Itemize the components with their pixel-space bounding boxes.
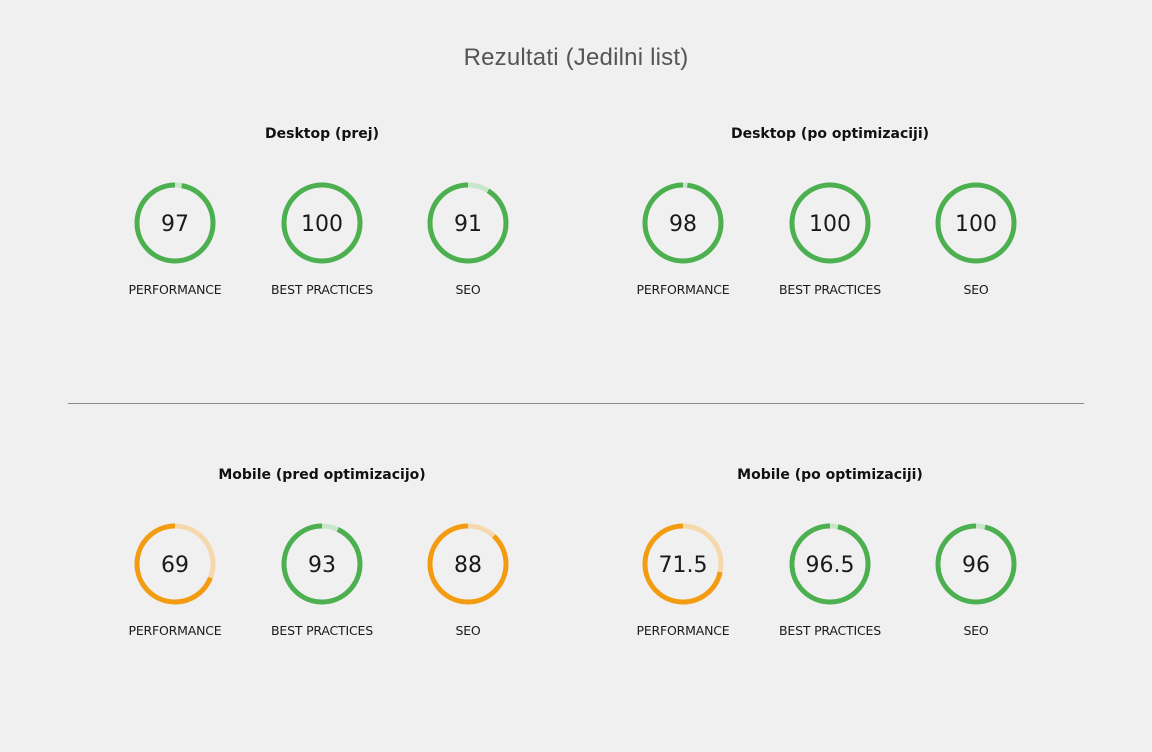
gauge-label: SEO [963,623,989,638]
gauge-ring: 93 [281,523,363,605]
gauge-best-practices: 100 BEST PRACTICES [770,180,890,297]
gauge-arc [281,182,363,264]
group-title: Desktop (prej) [265,126,379,142]
gauge-score: 93 [308,553,336,578]
gauge-arc [789,182,871,264]
gauge-score: 96.5 [806,553,855,578]
gauge-best-practices: 100 BEST PRACTICES [262,180,382,297]
gauge-best-practices: 93 BEST PRACTICES [262,521,382,638]
gauge-score: 91 [454,212,482,237]
gauge-arc [427,523,509,605]
gauge-label: SEO [455,282,481,297]
gauge-performance: 97 PERFORMANCE [115,180,235,297]
group-title: Desktop (po optimizaciji) [730,126,930,142]
gauge-score: 96 [962,553,990,578]
gauge-performance: 69 PERFORMANCE [115,521,235,638]
gauge-seo: 96 SEO [916,521,1036,638]
gauge-arc [281,523,363,605]
gauge-label: BEST PRACTICES [271,623,373,638]
gauge-arc [427,182,509,264]
gauge-performance: 71.5 PERFORMANCE [623,521,743,638]
gauge-ring: 88 [427,523,509,605]
gauge-ring: 98 [642,182,724,264]
page-title: Rezultati (Jedilni list) [463,44,689,71]
gauge-best-practices: 96.5 BEST PRACTICES [770,521,890,638]
gauge-seo: 100 SEO [916,180,1036,297]
gauge-row: 98 PERFORMANCE 100 BEST PRACTICES 100 SE… [610,180,1050,320]
group-mobile-after: Mobile (po optimizaciji) 71.5 PERFORMANC… [610,465,1050,661]
gauge-ring: 96 [935,523,1017,605]
gauge-score: 97 [161,212,189,237]
gauge-label: BEST PRACTICES [779,282,881,297]
group-title: Mobile (pred optimizacijo) [218,467,426,483]
gauge-ring: 100 [789,182,871,264]
gauge-score: 100 [809,212,851,237]
gauge-arc [789,523,871,605]
group-mobile-before: Mobile (pred optimizacijo) 69 PERFORMANC… [102,465,542,661]
gauge-label: BEST PRACTICES [779,623,881,638]
gauge-arc [935,523,1017,605]
gauge-arc [642,523,724,605]
gauge-score: 69 [161,553,189,578]
gauge-row: 69 PERFORMANCE 93 BEST PRACTICES 88 SEO [102,521,542,661]
gauge-arc [134,182,216,264]
group-desktop-after: Desktop (po optimizaciji) 98 PERFORMANCE… [610,124,1050,320]
gauge-row: 71.5 PERFORMANCE 96.5 BEST PRACTICES 96 … [610,521,1050,661]
gauge-ring: 91 [427,182,509,264]
gauge-label: SEO [963,282,989,297]
group-title: Mobile (po optimizaciji) [737,467,923,483]
group-desktop-before: Desktop (prej) 97 PERFORMANCE 100 BEST P… [102,124,542,320]
gauge-ring: 100 [935,182,1017,264]
gauge-label: BEST PRACTICES [271,282,373,297]
gauge-label: SEO [455,623,481,638]
gauge-arc [642,182,724,264]
gauge-label: PERFORMANCE [128,623,222,638]
gauge-performance: 98 PERFORMANCE [623,180,743,297]
gauge-score: 100 [301,212,343,237]
gauge-label: PERFORMANCE [636,282,730,297]
gauge-ring: 100 [281,182,363,264]
gauge-seo: 91 SEO [408,180,528,297]
gauge-arc [935,182,1017,264]
gauge-row: 97 PERFORMANCE 100 BEST PRACTICES 91 SEO [102,180,542,320]
gauge-score: 100 [955,212,997,237]
gauge-ring: 69 [134,523,216,605]
gauge-ring: 71.5 [642,523,724,605]
section-divider [68,403,1084,404]
gauge-arc [134,523,216,605]
gauge-ring: 97 [134,182,216,264]
gauge-ring: 96.5 [789,523,871,605]
gauge-score: 71.5 [659,553,708,578]
gauge-score: 98 [669,212,697,237]
gauge-label: PERFORMANCE [128,282,222,297]
gauge-score: 88 [454,553,482,578]
gauge-label: PERFORMANCE [636,623,730,638]
gauge-seo: 88 SEO [408,521,528,638]
